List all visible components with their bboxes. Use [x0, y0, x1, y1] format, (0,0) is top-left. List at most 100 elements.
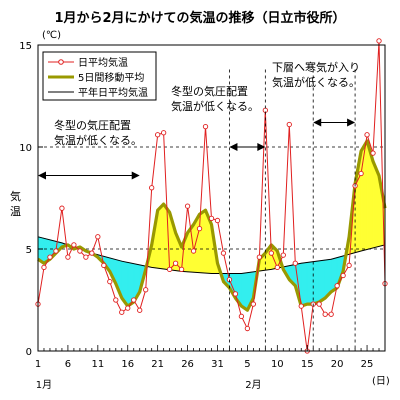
month-label: 1月: [36, 379, 52, 391]
legend-label-daily: 日平均気温: [78, 56, 128, 69]
series-layer: [35, 38, 388, 354]
month-label: 2月: [245, 379, 261, 391]
daily-point: [47, 254, 53, 260]
daily-point: [143, 287, 149, 293]
daily-point: [208, 215, 215, 222]
daily-point: [364, 132, 370, 138]
cold-anomaly-fill: [300, 262, 308, 307]
daily-point: [244, 325, 251, 332]
daily-point: [316, 301, 322, 307]
annotation-text: 下層へ寒気が入り: [272, 60, 360, 74]
daily-point: [41, 264, 47, 271]
y-label-char-2: 温: [10, 205, 21, 218]
daily-point: [322, 311, 328, 317]
daily-point: [328, 311, 334, 317]
y-tick-label: 5: [26, 245, 32, 256]
x-tick-label: 1: [35, 359, 41, 370]
moving-average-line: [37, 139, 387, 312]
grid-layer: [38, 146, 385, 250]
daily-point: [155, 132, 161, 138]
chart-title: 1月から2月にかけての気温の推移（日立市役所）: [54, 10, 345, 26]
x-tick-label: 20: [331, 359, 344, 370]
daily-point: [101, 262, 107, 268]
daily-point: [250, 301, 257, 307]
x-tick-label: 31: [211, 359, 224, 370]
daily-point: [298, 303, 304, 309]
annotation-text: 気温が低くなる。: [171, 99, 259, 113]
y-label-char-1: 気: [10, 189, 21, 203]
annotation-layer: 冬型の気圧配置気温が低くなる。冬型の気圧配置気温が低くなる。下層へ寒気が入り気温…: [38, 60, 360, 351]
y-unit: (℃): [42, 30, 61, 41]
daily-point: [77, 248, 83, 254]
daily-point: [83, 254, 89, 260]
daily-point: [166, 266, 173, 273]
daily-point: [286, 121, 292, 128]
annotation-arrow-head-right: [131, 171, 140, 180]
y-tick-label: 15: [19, 41, 32, 52]
daily-point: [125, 305, 131, 311]
daily-point: [334, 283, 340, 289]
legend: 日平均気温 5日間移動平均 平年日平均気温: [42, 51, 157, 101]
daily-point: [119, 309, 125, 315]
daily-point: [89, 250, 95, 256]
daily-point: [190, 248, 197, 254]
x-tick-label: 11: [91, 359, 104, 370]
daily-point: [376, 38, 382, 44]
daily-point: [107, 278, 113, 285]
annotation-arrow-head-left: [229, 143, 238, 151]
x-unit: (日): [372, 376, 390, 387]
daily-point: [149, 185, 155, 191]
daily-point: [160, 130, 167, 136]
daily-point: [113, 297, 119, 303]
x-tick-label: 6: [65, 359, 71, 370]
daily-point: [238, 313, 245, 319]
daily-point: [137, 307, 143, 313]
cold-anomaly-fill: [241, 272, 248, 311]
daily-point: [178, 266, 185, 273]
daily-point: [202, 123, 209, 130]
y-tick-label: 0: [26, 347, 32, 358]
daily-point: [184, 203, 191, 209]
annotation-arrow-head-left: [38, 171, 46, 180]
daily-point: [53, 248, 59, 254]
annotation-text: 冬型の気圧配置: [54, 118, 131, 132]
daily-point: [358, 170, 364, 177]
annotation-arrow-head-left: [313, 118, 322, 127]
daily-point: [131, 297, 137, 303]
legend-label-normal: 平年日平均気温: [78, 86, 148, 99]
daily-point: [370, 150, 376, 156]
cold-anomaly-fill: [312, 260, 320, 305]
daily-point: [71, 242, 77, 248]
legend-label-ma5: 5日間移動平均: [78, 71, 144, 84]
daily-point: [256, 254, 263, 260]
daily-point: [196, 225, 203, 232]
daily-point: [280, 252, 286, 258]
daily-point: [340, 272, 346, 279]
cold-anomaly-fill: [306, 261, 314, 305]
annotation-text: 気温が低くなる。: [54, 133, 142, 147]
x-tick-label: 25: [361, 359, 374, 370]
y-tick-label: 10: [19, 143, 32, 154]
x-tick-label: 16: [121, 359, 134, 370]
x-tick-label: 5: [244, 359, 250, 370]
annotation-text: 気温が低くなる。: [272, 75, 360, 89]
cold-anomaly-fill: [318, 259, 326, 303]
x-tick-label: 26: [181, 359, 194, 370]
daily-point: [268, 250, 274, 256]
x-tick-label: 21: [151, 359, 164, 370]
x-tick-label: 10: [271, 359, 284, 370]
daily-point: [214, 217, 221, 224]
daily-point: [292, 260, 298, 266]
annotation-arrow-head-right: [347, 118, 356, 127]
legend-marker-daily: [58, 59, 64, 65]
annotation-arrow-head-right: [257, 143, 266, 151]
annotation-text: 冬型の気圧配置: [171, 84, 248, 98]
daily-point: [220, 250, 227, 256]
daily-point: [59, 205, 65, 211]
daily-point: [95, 234, 101, 240]
daily-point: [65, 254, 71, 260]
daily-point: [232, 291, 239, 297]
daily-point: [274, 264, 280, 271]
